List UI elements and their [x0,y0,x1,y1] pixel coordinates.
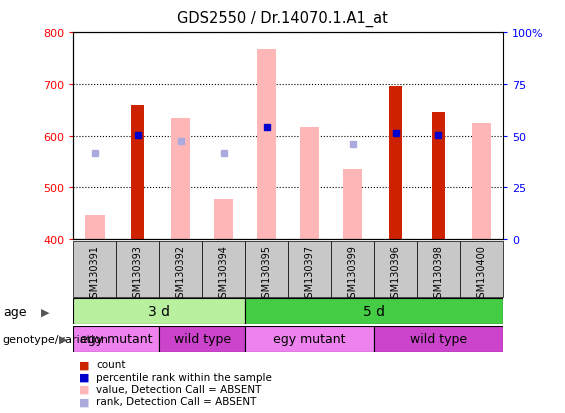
Text: ▶: ▶ [59,334,68,344]
Text: GSM130393: GSM130393 [133,244,143,303]
Text: egy mutant: egy mutant [273,332,346,346]
Text: ■: ■ [79,396,90,406]
Bar [73,299,245,324]
Bar [288,242,331,297]
Bar [331,242,374,297]
Bar [171,118,190,240]
Bar [417,242,460,297]
Bar [460,242,503,297]
Text: ■: ■ [79,372,90,382]
Bar [202,242,245,297]
Text: GSM130394: GSM130394 [219,244,229,303]
Text: count: count [96,359,125,369]
Bar [214,199,233,240]
Bar [159,242,202,297]
Text: GSM130399: GSM130399 [347,244,358,303]
Bar [73,326,159,352]
Bar [300,128,319,240]
Bar [245,299,503,324]
Text: egy mutant: egy mutant [80,332,153,346]
Text: GSM130396: GSM130396 [390,244,401,303]
Text: GSM130400: GSM130400 [476,244,486,303]
Bar [73,242,116,297]
Text: ■: ■ [79,359,90,369]
Text: GSM130395: GSM130395 [262,244,272,303]
Bar [132,105,144,240]
Text: genotype/variation: genotype/variation [3,334,109,344]
Bar [257,50,276,240]
Text: GSM130397: GSM130397 [305,244,315,303]
Bar [85,215,105,240]
Text: GSM130392: GSM130392 [176,244,186,303]
Text: percentile rank within the sample: percentile rank within the sample [96,372,272,382]
Bar [159,326,245,352]
Bar [472,123,491,240]
Text: 5 d: 5 d [363,304,385,318]
Text: wild type: wild type [410,332,467,346]
Bar [245,326,374,352]
Text: ▶: ▶ [41,306,49,316]
Bar [245,242,288,297]
Text: ■: ■ [79,384,90,394]
Bar [374,326,503,352]
Bar [343,170,362,240]
Text: age: age [3,305,27,318]
Bar [116,242,159,297]
Text: GSM130391: GSM130391 [90,244,100,303]
Bar [374,242,417,297]
Text: wild type: wild type [173,332,231,346]
Text: GDS2550 / Dr.14070.1.A1_at: GDS2550 / Dr.14070.1.A1_at [177,10,388,26]
Text: value, Detection Call = ABSENT: value, Detection Call = ABSENT [96,384,262,394]
Text: GSM130398: GSM130398 [433,244,444,303]
Bar [389,87,402,240]
Text: 3 d: 3 d [149,304,170,318]
Text: rank, Detection Call = ABSENT: rank, Detection Call = ABSENT [96,396,257,406]
Bar [432,113,445,240]
